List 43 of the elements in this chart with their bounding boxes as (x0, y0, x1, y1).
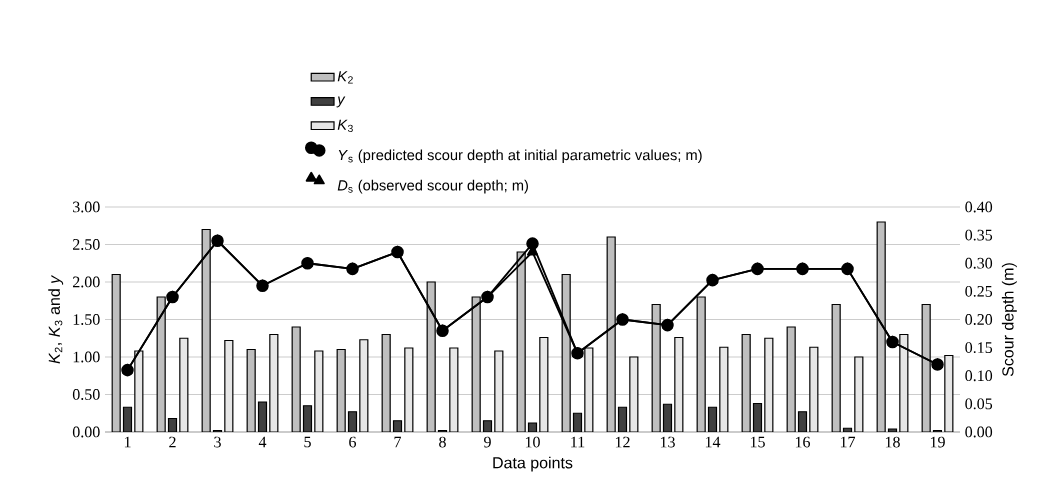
legend-label: K$_{3}$ (337, 119, 353, 133)
y2-tick-label: 0.15 (965, 342, 993, 354)
x-tick-label: 16 (795, 436, 811, 448)
y-tick-label: 2.50 (73, 239, 100, 250)
x-tick-label: 19 (930, 436, 945, 448)
y2-tick-label: 0.35 (965, 229, 993, 241)
x-tick-label: 2 (169, 436, 176, 448)
y2-tick-label: 0.25 (965, 285, 993, 297)
y-tick-label: 0.50 (72, 389, 100, 400)
y-tick-label: 2.00 (73, 276, 100, 288)
y-tick-label: 0.00 (72, 426, 100, 438)
x-tick-label: 6 (349, 436, 357, 448)
legend-label: Y$_{s}$ (predicted scour depth at initial parametric values; m) (338, 149, 702, 164)
x-tick-label: 12 (615, 436, 630, 448)
y2-tick-label: 0.10 (965, 370, 993, 382)
x-tick-label: 18 (885, 436, 900, 448)
y-tick-label: 1.00 (73, 351, 100, 363)
x-axis-title: Data points (493, 456, 573, 472)
x-tick-label: 3 (214, 436, 221, 448)
x-tick-label: 8 (439, 436, 446, 448)
y2-tick-label: 0.20 (965, 314, 993, 325)
x-tick-label: 9 (484, 436, 491, 448)
x-tick-label: 13 (660, 436, 675, 448)
x-tick-label: 7 (394, 436, 402, 448)
x-tick-label: 15 (750, 436, 765, 448)
x-tick-label: 4 (258, 436, 267, 448)
y-axis-title: K$_{2}$, K$_{3}$ and y (48, 275, 64, 364)
legend-label: y (336, 96, 346, 108)
x-tick-label: 11 (571, 436, 585, 448)
x-tick-label: 10 (525, 436, 540, 448)
legend-label: D$_{s}$ (observed scour depth; m) (337, 179, 528, 194)
y2-tick-label: 0.30 (965, 257, 993, 269)
y-tick-label: 1.50 (73, 314, 100, 325)
y2-tick-label: 0.00 (965, 426, 993, 438)
x-tick-label: 17 (840, 436, 856, 448)
y-tick-label: 3.00 (73, 201, 100, 213)
x-tick-label: 1 (124, 436, 131, 448)
x-tick-label: 5 (304, 436, 311, 448)
y2-axis-title: Scour depth (m) (1001, 263, 1017, 377)
y2-tick-label: 0.40 (965, 201, 993, 213)
y2-tick-label: 0.05 (965, 398, 993, 410)
x-tick-label: 14 (705, 436, 721, 448)
legend-label: K$_{2}$ (337, 71, 353, 84)
